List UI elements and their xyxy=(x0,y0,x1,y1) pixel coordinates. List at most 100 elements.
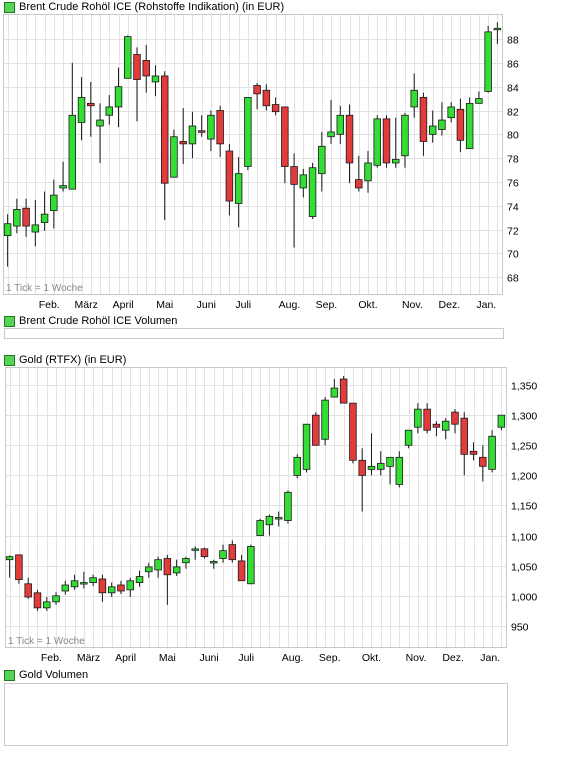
gold-candle xyxy=(219,544,227,563)
gold-candle-body xyxy=(172,566,181,574)
brent-candle xyxy=(40,191,49,231)
gold-candle xyxy=(256,518,264,537)
brent-x-tick-label: Nov. xyxy=(402,299,423,311)
brent-y-tick-label: 88 xyxy=(507,35,519,47)
gold-candle xyxy=(367,433,376,476)
gold-candle xyxy=(107,582,116,598)
brent-candle xyxy=(96,103,104,163)
brent-candle-body xyxy=(336,114,345,135)
gold-candle xyxy=(312,412,320,446)
brent-candle xyxy=(438,102,446,136)
brent-candle-body xyxy=(438,119,446,130)
gold-y-tick-label: 1,250 xyxy=(511,441,537,453)
brent-candle-body xyxy=(50,194,58,211)
gold-candle-body xyxy=(182,558,190,564)
brent-candle-body xyxy=(68,114,77,190)
brent-candle xyxy=(253,83,261,110)
gold-candle-body xyxy=(497,414,506,428)
brent-candle-body xyxy=(281,106,289,167)
brent-y-tick-label: 82 xyxy=(507,107,519,119)
brent-candle-body xyxy=(253,85,261,95)
gold-candle xyxy=(330,379,339,398)
brent-candle-body xyxy=(401,114,409,157)
gold-candle-body xyxy=(237,560,246,582)
brent-candle xyxy=(428,110,437,143)
gold-candle-body xyxy=(247,546,255,585)
gold-candle xyxy=(414,403,422,434)
brent-x-tick-label: März xyxy=(74,299,97,311)
brent-candle-body xyxy=(308,167,317,217)
gold-candle xyxy=(33,589,42,611)
gold-candle-body xyxy=(80,582,88,585)
brent-candle-body xyxy=(262,89,271,107)
brent-candle-body xyxy=(271,104,280,113)
brent-candle xyxy=(281,106,289,184)
gold-x-tick-label: Juli xyxy=(238,652,254,664)
brent-candle-body xyxy=(299,174,308,189)
gold-candle xyxy=(274,511,283,527)
brent-candle xyxy=(244,97,252,171)
brent-candle-body xyxy=(207,114,215,140)
brent-y-tick-label: 74 xyxy=(507,202,519,214)
gold-candle-body xyxy=(265,515,274,526)
gold-candle-body xyxy=(414,408,422,428)
gold-volume-title: Gold Volumen xyxy=(19,669,89,681)
gold-candle xyxy=(89,574,97,587)
gold-candle-body xyxy=(330,387,339,398)
gold-candle-body xyxy=(293,456,301,476)
brent-candle-body xyxy=(364,162,372,182)
gold-candle-body xyxy=(367,465,376,470)
gold-candle xyxy=(200,547,209,559)
brent-candle-body xyxy=(290,166,298,185)
brent-candle xyxy=(373,115,381,168)
gold-x-tick-label: Okt. xyxy=(362,652,381,664)
gold-candle xyxy=(460,412,468,476)
gold-x-tick-label: Mai xyxy=(159,652,176,664)
gold-legend-swatch-icon xyxy=(4,354,15,366)
gold-candle-body xyxy=(377,462,385,470)
brent-x-tick-label: Dez. xyxy=(439,299,461,311)
brent-candle-body xyxy=(410,89,418,108)
gold-candle xyxy=(302,423,311,473)
gold-candle xyxy=(24,577,32,599)
brent-x-tick-label: Mai xyxy=(156,299,173,311)
gold-x-tick-label: Nov. xyxy=(406,652,427,664)
brent-candle-body xyxy=(87,102,95,107)
gold-candle-body xyxy=(98,578,107,594)
gold-candle-body xyxy=(219,550,227,559)
brent-candle-body xyxy=(373,118,381,166)
gold-candle xyxy=(117,580,125,595)
brent-candle-body xyxy=(355,179,363,189)
brent-candle-body xyxy=(484,31,492,92)
gold-candle xyxy=(15,554,23,584)
gold-candle-body xyxy=(312,414,320,446)
brent-x-tick-label: Juni xyxy=(197,299,216,311)
gold-candle xyxy=(172,559,181,576)
brent-candle xyxy=(318,131,326,192)
brent-volume-legend: Brent Crude Rohöl ICE Volumen xyxy=(4,314,177,328)
gold-candle-body xyxy=(126,580,134,591)
brent-x-tick-label: Okt. xyxy=(358,299,377,311)
brent-volume-frame xyxy=(4,328,504,339)
brent-y-tick-label: 68 xyxy=(507,273,519,285)
brent-candle xyxy=(151,65,160,97)
brent-candle-body xyxy=(318,145,326,175)
brent-legend: Brent Crude Rohöl ICE (Rohstoffe Indikat… xyxy=(4,0,284,14)
gold-candle-body xyxy=(432,423,441,428)
gold-candle-body xyxy=(321,399,329,440)
brent-x-tick-label: Jan. xyxy=(476,299,496,311)
brent-candle-body xyxy=(188,125,197,145)
gold-candle-body xyxy=(163,558,172,576)
gold-candle xyxy=(358,448,366,512)
gold-candle-body xyxy=(479,456,487,467)
brent-volume-panel xyxy=(4,328,504,339)
brent-candle xyxy=(410,73,418,118)
brent-candle xyxy=(160,71,169,221)
brent-x-tick-label: Sep. xyxy=(316,299,338,311)
gold-candle xyxy=(469,442,478,461)
brent-candle-body xyxy=(234,173,243,204)
gold-candle-body xyxy=(488,435,496,470)
brent-plot-frame xyxy=(3,14,503,295)
gold-candle xyxy=(497,414,506,431)
gold-candle-body xyxy=(469,450,478,455)
